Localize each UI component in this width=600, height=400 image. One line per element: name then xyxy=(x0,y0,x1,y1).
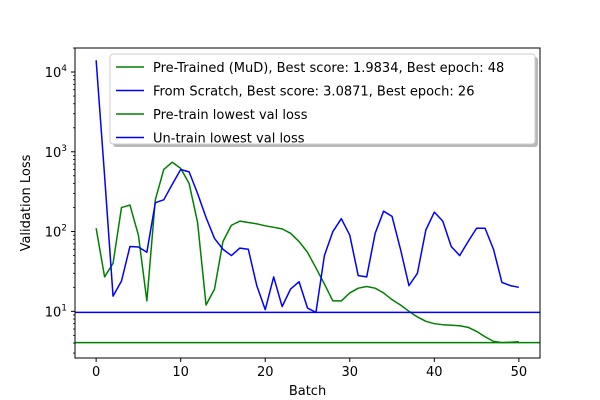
series-line-0 xyxy=(95,161,519,344)
x-axis-label: Batch xyxy=(289,384,326,399)
y-tick-label: 101 xyxy=(45,303,67,320)
x-tick-label: 0 xyxy=(92,365,100,380)
legend-label-3: Un-train lowest val loss xyxy=(153,132,305,147)
x-tick-label: 30 xyxy=(341,365,358,380)
legend-label-2: Pre-train lowest val loss xyxy=(153,108,308,123)
x-tick-label: 10 xyxy=(172,365,189,380)
y-tick-label: 103 xyxy=(45,144,67,161)
legend-box xyxy=(109,53,536,145)
series-line-1 xyxy=(95,60,520,314)
legend: Pre-Trained (MuD), Best score: 1.9834, B… xyxy=(109,53,538,147)
plot-frame xyxy=(74,47,541,359)
y-axis-label: Validation Loss xyxy=(19,154,34,251)
y-tick-label: 102 xyxy=(45,224,67,241)
legend-label-1: From Scratch, Best score: 3.0871, Best e… xyxy=(153,85,474,100)
x-tick-label: 20 xyxy=(257,365,274,380)
x-tick-label: 40 xyxy=(426,365,443,380)
x-tick-label: 50 xyxy=(511,365,528,380)
y-tick-label: 104 xyxy=(45,64,68,81)
legend-label-0: Pre-Trained (MuD), Best score: 1.9834, B… xyxy=(153,61,504,76)
